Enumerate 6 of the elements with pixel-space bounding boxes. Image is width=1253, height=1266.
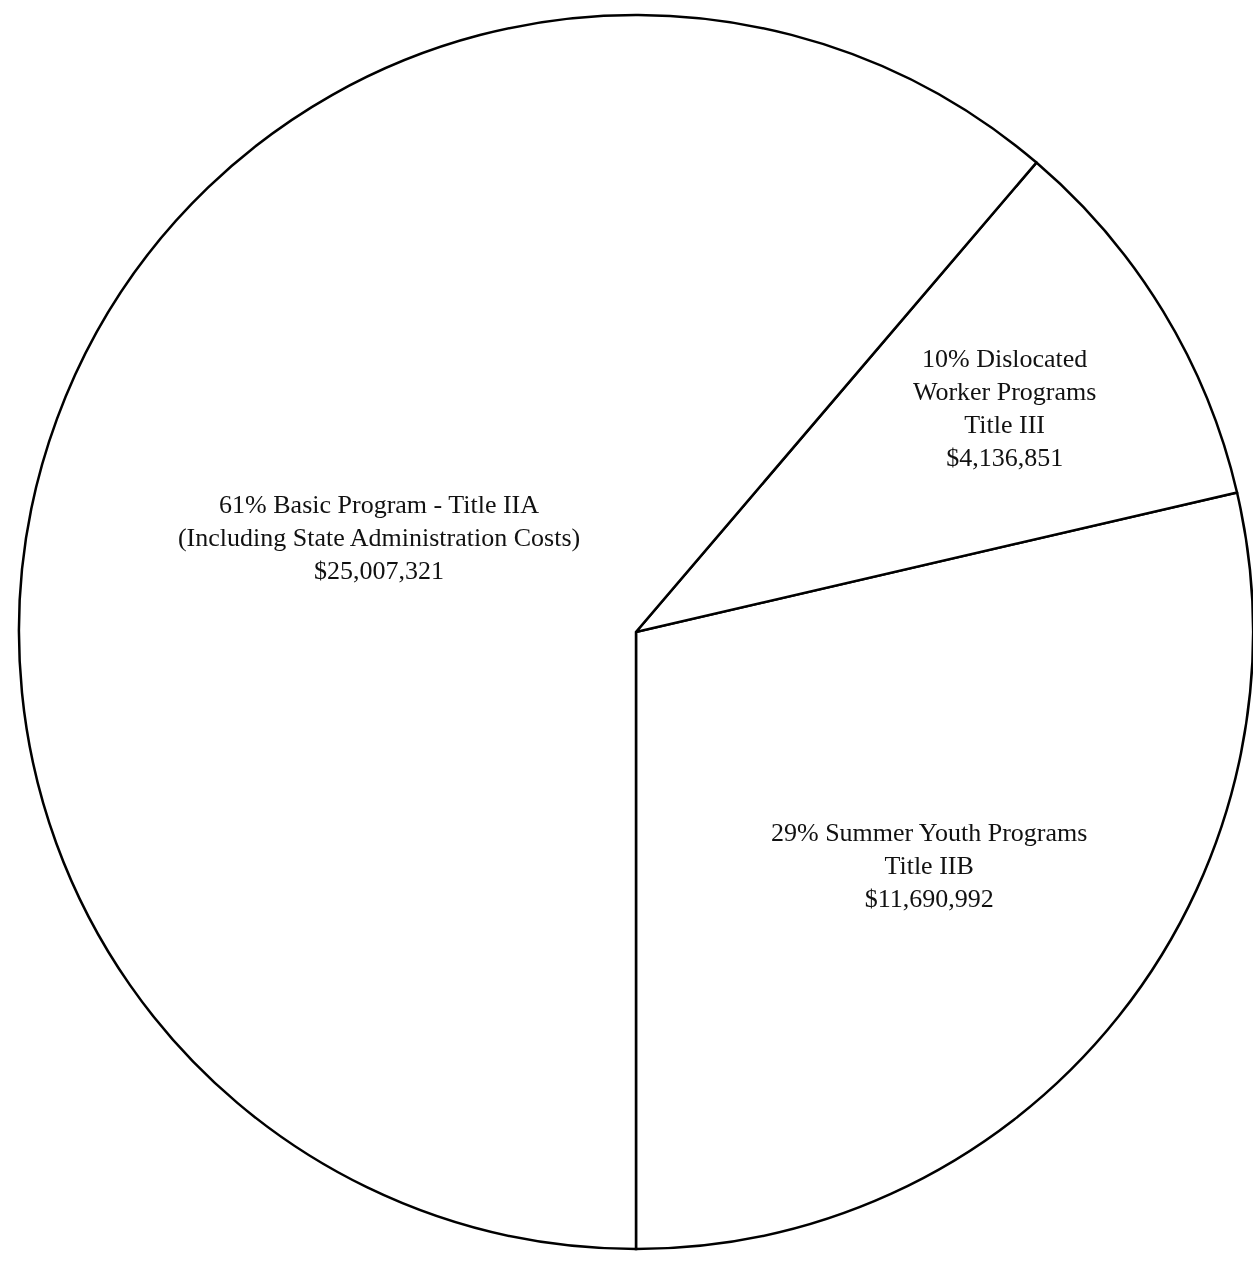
data-label: $25,007,321: [314, 555, 445, 585]
slice-label: 10% Dislocated Worker Programs Title III: [912, 343, 1097, 439]
slice-label: 61% Basic Program - Title IIA (Including State Administration Costs): [177, 489, 581, 552]
data-label: $4,136,851: [946, 442, 1064, 472]
data-label: $11,690,992: [864, 883, 994, 913]
slice-label: 29% Summer Youth Programs Title IIB: [770, 817, 1088, 880]
